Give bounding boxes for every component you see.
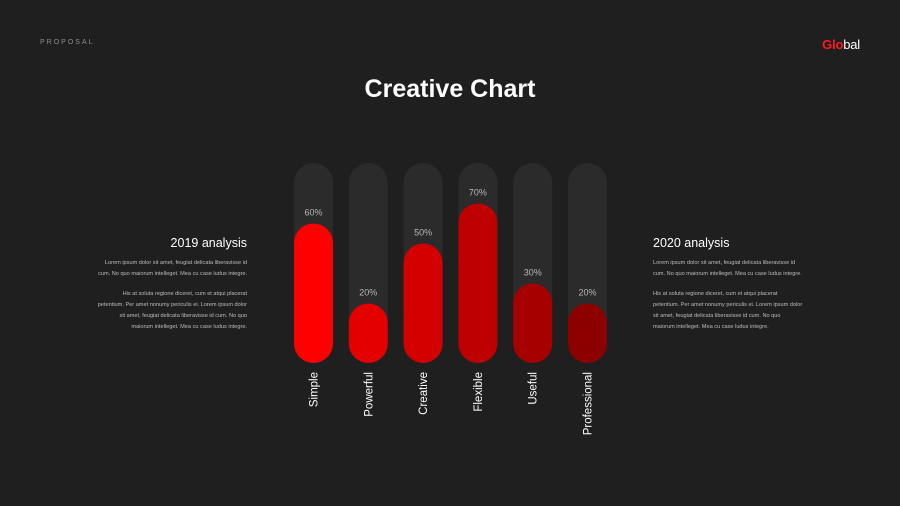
left-analysis-panel: 2019 analysis Lorem ipsum dolor sit amet… xyxy=(97,236,247,342)
data-label-3: 70% xyxy=(469,188,487,198)
proposal-label: PROPOSAL xyxy=(40,39,95,46)
left-analysis-paragraph-1: Lorem ipsum dolor sit amet, feugiat deli… xyxy=(98,260,247,277)
bar-1 xyxy=(348,303,388,363)
right-analysis-paragraph-2: His at soluta regione diceret, cum et at… xyxy=(653,291,803,330)
category-label-2: Creative xyxy=(418,372,430,415)
data-label-2: 50% xyxy=(414,228,432,238)
category-label-4: Useful xyxy=(528,372,540,405)
left-analysis-paragraph-2: His at soluta regione diceret, cum et at… xyxy=(97,291,247,330)
data-label-1: 20% xyxy=(359,288,377,298)
left-analysis-heading: 2019 analysis xyxy=(170,236,247,250)
right-analysis-paragraph-1: Lorem ipsum dolor sit amet, feugiat deli… xyxy=(653,260,802,277)
data-label-4: 30% xyxy=(524,268,542,278)
category-label-5: Professional xyxy=(583,372,595,435)
bar-3 xyxy=(458,203,498,363)
category-label-0: Simple xyxy=(309,372,321,407)
bar-2 xyxy=(403,243,443,363)
category-label-1: Powerful xyxy=(363,372,375,417)
right-analysis-panel: 2020 analysis Lorem ipsum dolor sit amet… xyxy=(653,236,803,342)
logo: Global xyxy=(822,37,860,52)
data-label-5: 20% xyxy=(578,288,596,298)
bar-5 xyxy=(568,303,607,363)
data-label-0: 60% xyxy=(304,208,322,218)
logo-accent: Glo xyxy=(822,37,844,52)
bar-0 xyxy=(294,223,333,363)
page-title: Creative Chart xyxy=(364,75,536,103)
right-analysis-heading: 2020 analysis xyxy=(653,236,730,250)
category-label-3: Flexible xyxy=(473,372,485,412)
logo-rest: bal xyxy=(843,37,860,52)
bar-4 xyxy=(513,283,553,363)
